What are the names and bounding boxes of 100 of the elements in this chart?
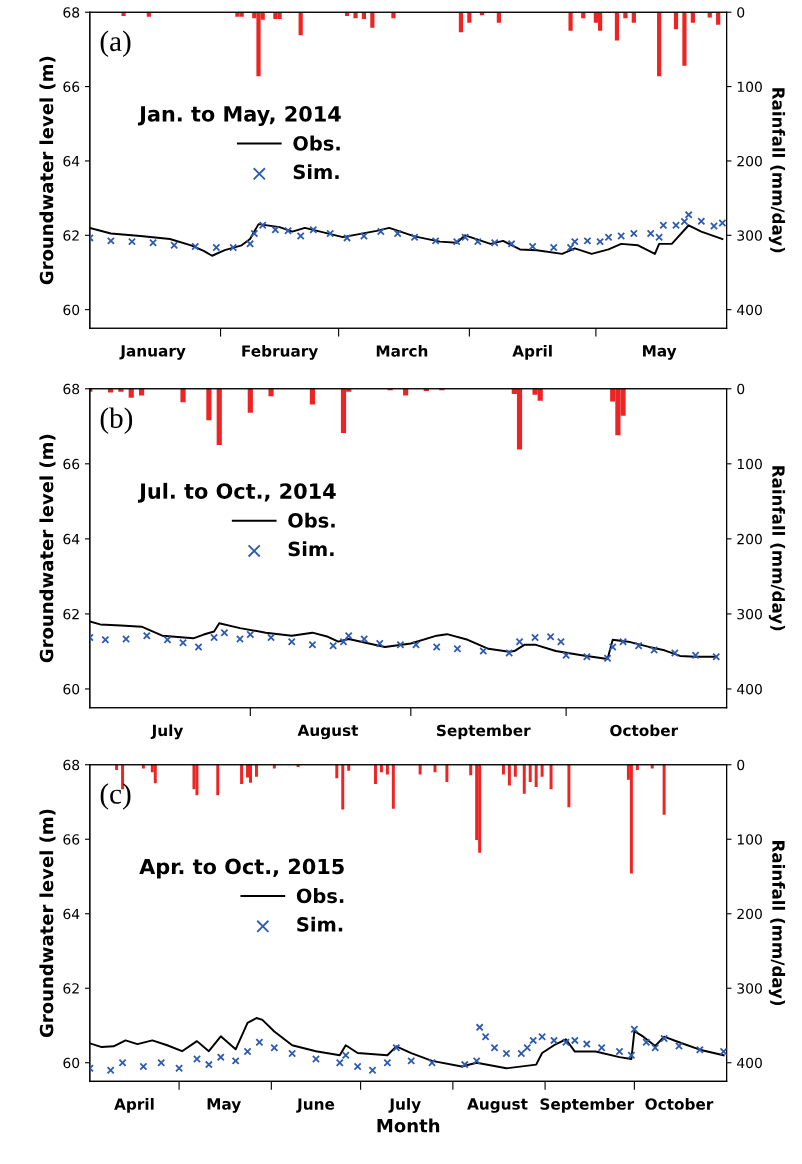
- y2-tick-label: 300: [737, 230, 762, 241]
- bar: [568, 12, 573, 31]
- y-tick-label: 66: [63, 834, 80, 845]
- y-tick-label: 60: [63, 683, 80, 695]
- x-tick-label: August: [467, 1098, 528, 1113]
- bar: [501, 764, 505, 775]
- x-axis-title: Month: [377, 1118, 440, 1133]
- bar: [418, 764, 422, 775]
- bar: [496, 12, 501, 23]
- x-tick-label: August: [297, 724, 359, 740]
- point: [212, 243, 221, 252]
- bar: [249, 764, 252, 783]
- x-tick-label: September: [540, 1098, 635, 1113]
- x-tick-label: July: [150, 724, 184, 740]
- point: [680, 217, 689, 226]
- y-tick-label: 66: [63, 81, 80, 93]
- annotation: (c): [100, 783, 131, 810]
- point: [360, 635, 369, 644]
- y2-axis-title: Rainfall (mm/day): [768, 466, 786, 631]
- legend-label: Obs.: [296, 888, 344, 904]
- bar: [662, 764, 666, 815]
- y2-tick-label: 300: [737, 608, 762, 620]
- point: [674, 1041, 684, 1050]
- bar: [153, 764, 157, 784]
- y-tick-label: 62: [63, 983, 79, 994]
- y2-tick-label: 200: [737, 155, 762, 167]
- x-tick-label: April: [512, 344, 552, 360]
- point: [566, 243, 575, 252]
- bar: [121, 12, 126, 16]
- point: [235, 635, 244, 644]
- bar: [180, 388, 186, 403]
- bar: [277, 12, 282, 19]
- point: [719, 1047, 727, 1056]
- point: [106, 236, 115, 245]
- y-tick-label: 68: [63, 759, 80, 771]
- bar: [195, 764, 199, 796]
- y-axis-title: Groundwater level (m): [39, 434, 56, 663]
- point: [353, 1062, 362, 1071]
- y2-tick-label: 400: [737, 683, 762, 695]
- bar: [403, 388, 409, 396]
- point: [549, 243, 558, 252]
- bar: [139, 388, 145, 396]
- legend-title: Apr. to Oct., 2015: [139, 858, 344, 879]
- y2-tick-label: 200: [737, 533, 762, 545]
- point: [393, 229, 402, 238]
- y2-tick-label: 100: [737, 81, 762, 93]
- x-tick-label: January: [119, 345, 186, 360]
- bar: [216, 764, 220, 796]
- point: [359, 232, 368, 241]
- point: [220, 628, 229, 637]
- bar: [240, 764, 244, 785]
- bar: [268, 388, 274, 397]
- bar: [469, 764, 473, 776]
- bar: [534, 764, 538, 788]
- point: [311, 1054, 320, 1064]
- y-tick-label: 68: [63, 383, 80, 395]
- bar: [478, 764, 482, 853]
- annotation: (a): [100, 30, 131, 58]
- x-tick-label: October: [645, 1098, 714, 1110]
- bar: [379, 764, 383, 773]
- x-tick-label: February: [242, 344, 318, 360]
- point: [118, 1058, 127, 1067]
- y-tick-label: 64: [63, 908, 80, 920]
- point: [671, 221, 681, 230]
- bar: [298, 12, 303, 36]
- point: [192, 1054, 201, 1064]
- bar: [128, 388, 134, 398]
- bar: [391, 764, 395, 809]
- bar: [513, 764, 517, 777]
- bar: [682, 12, 687, 66]
- bar: [353, 12, 358, 19]
- point: [250, 229, 259, 238]
- point: [339, 637, 348, 646]
- y2-tick-label: 400: [737, 1057, 762, 1069]
- y2-axis-title: Rainfall (mm/day): [768, 841, 786, 1006]
- x-tick-label: June: [296, 1098, 335, 1113]
- x-tick-label: May: [207, 1098, 241, 1113]
- point: [528, 242, 537, 251]
- legend-label: Sim.: [293, 164, 339, 180]
- point: [617, 232, 626, 241]
- bar: [567, 764, 571, 808]
- bar: [540, 764, 544, 777]
- legend-title: Jul. to Oct., 2014: [137, 482, 336, 503]
- y-tick-label: 60: [63, 1057, 80, 1069]
- y-axis-title: Groundwater level (m): [39, 56, 56, 285]
- y2-tick-label: 0: [737, 383, 745, 395]
- y-tick-label: 60: [63, 304, 80, 316]
- point: [670, 648, 679, 657]
- legend-title: Jan. to May, 2014: [137, 105, 341, 126]
- x-tick-label: October: [610, 724, 679, 737]
- bar: [347, 764, 351, 771]
- bar: [254, 764, 258, 777]
- legend-label: Obs.: [288, 512, 335, 528]
- bar: [370, 12, 375, 28]
- point: [246, 239, 255, 248]
- point: [243, 1047, 252, 1056]
- point: [481, 1032, 490, 1041]
- y-tick-label: 64: [63, 533, 80, 545]
- bar: [247, 388, 253, 413]
- y2-tick-label: 0: [737, 7, 745, 18]
